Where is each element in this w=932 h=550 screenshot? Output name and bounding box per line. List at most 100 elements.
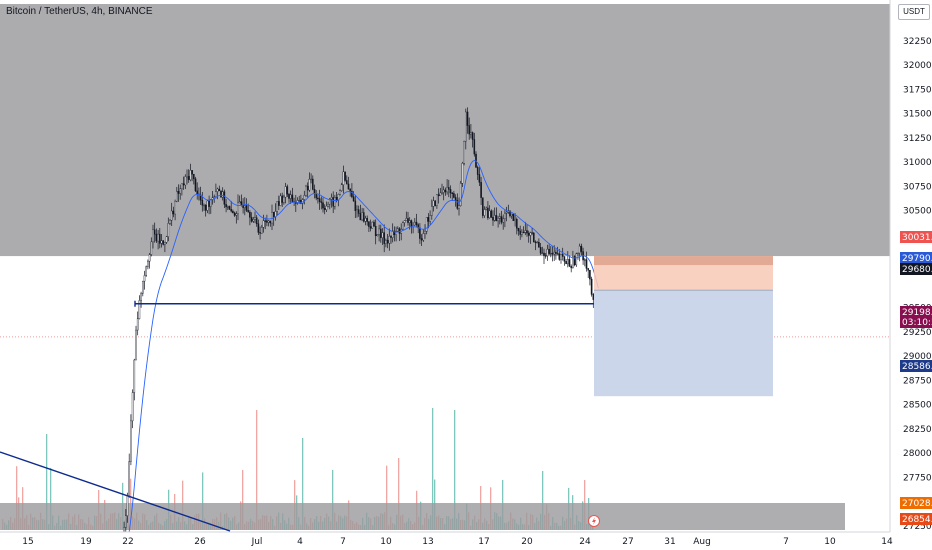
x-tick-label: 15 [22,537,33,547]
candle-body [434,200,437,206]
candle-body [456,199,459,209]
candle-body [544,255,547,257]
candle-body [160,240,163,244]
candle-body [281,195,284,203]
y-tick-label: 28000.00 [903,449,932,459]
candle-body [230,209,233,212]
candle-body [143,275,146,282]
candle-body [337,194,340,201]
x-tick-label: 26 [194,537,206,547]
candle-body [553,251,555,255]
candle-body [567,259,569,265]
candle-body [473,139,476,155]
volume-bar [432,408,434,530]
candle-body [213,196,216,198]
candle-body [366,217,369,222]
price-tag [900,306,932,328]
candle-body [470,132,472,135]
candle-body [310,178,312,181]
candle-body [318,198,321,202]
candle-body [465,111,467,142]
volume-bar [256,410,258,530]
candle-body [485,207,488,210]
candle-body [164,242,166,245]
candle-body [531,232,533,234]
candle-body [453,193,455,198]
x-tick-label: 24 [579,537,591,547]
candle-body [346,180,348,185]
candle-body [138,300,141,319]
candle-body [575,253,578,266]
price-tag-label: 26854.95 [902,515,932,525]
candle-body [476,167,479,175]
candle-body [534,241,537,243]
candle-body [148,254,151,262]
candle-body [363,212,365,222]
candle-body [232,210,234,214]
x-tick-label: 27 [622,537,633,547]
candle-body [402,222,404,230]
candle-body [240,201,243,206]
candle-body [312,178,314,190]
candle-body [247,210,250,213]
y-tick-label: 27250.00 [903,522,932,532]
price-tag [900,231,932,243]
candle-body [454,197,457,201]
candle-body [201,199,204,206]
candle-body [186,176,188,178]
candle-body [332,197,335,207]
candle-body [516,219,518,229]
candle-body [279,195,282,206]
candle-body [126,495,129,517]
volume-zone [0,503,845,530]
candle-body [276,201,278,212]
candle-body [356,209,358,211]
candle-body [592,294,595,300]
candle-body [327,203,329,207]
candle-body [529,232,532,236]
candle-body [257,223,260,233]
y-tick-label: 28250.00 [903,425,932,435]
candle-body [204,204,207,211]
candle-body [264,220,267,222]
x-tick-label: 22 [122,537,133,547]
x-tick-label: 4 [297,537,303,547]
candle-body [288,193,290,199]
volume-bar [386,465,388,530]
candle-body [522,231,525,234]
candle-body [189,170,192,180]
candle-body [478,174,481,183]
candle-body [497,218,499,222]
candle-body [351,190,353,197]
candle-body [483,209,486,216]
candle-body [306,185,309,191]
candle-body [274,211,277,218]
candle-body [538,242,540,248]
candle-body [585,259,588,269]
volume-bar [202,472,204,530]
volume-bar [302,438,304,530]
volume-bar [46,434,48,530]
volume-bar [332,470,334,530]
candle-body [563,256,566,262]
candle-body [267,220,270,223]
candle-body [354,200,357,211]
candle-body [388,235,391,244]
candle-body [192,174,195,180]
candle-body [577,252,579,255]
candle-body [521,231,523,235]
candle-body [323,207,326,210]
candle-body [374,225,377,237]
candle-body [369,226,372,229]
candle-body [175,190,178,202]
candle-body [243,205,246,208]
candle-body [371,221,374,229]
countdown-label: 03:10:55 [902,318,932,328]
candle-body [556,253,559,255]
price-tag-label: 29790.86 [902,254,932,264]
candle-body [259,232,261,234]
candle-body [245,205,248,211]
currency-badge[interactable]: USDT [898,4,930,20]
